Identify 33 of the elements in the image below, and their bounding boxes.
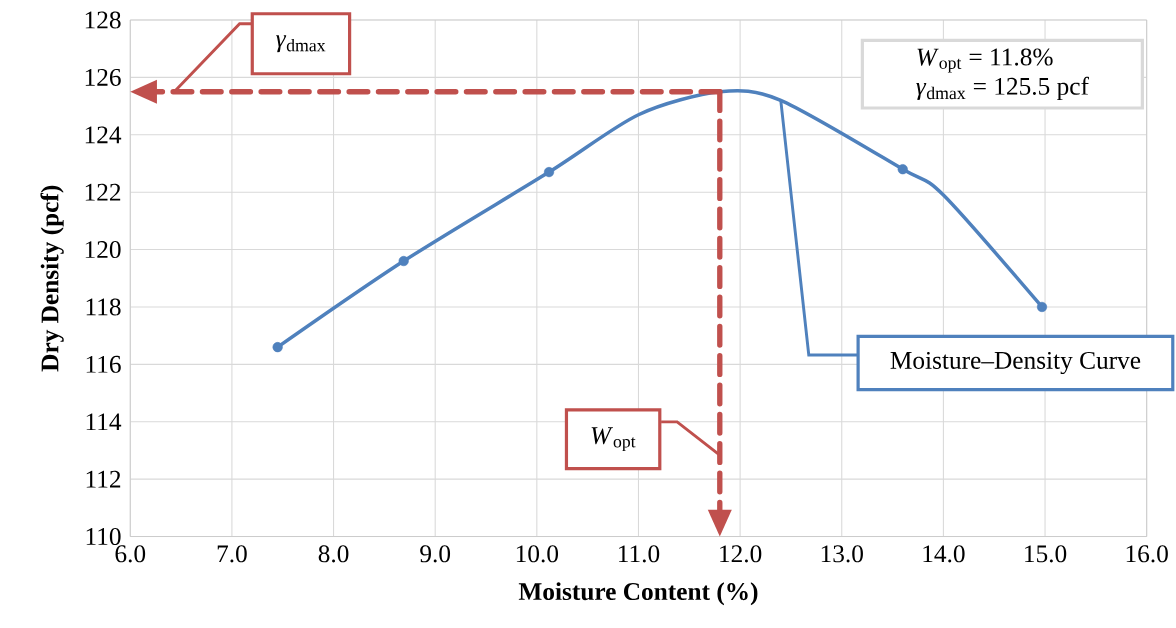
x-tick-label: 9.0 — [420, 545, 451, 563]
point — [272, 342, 283, 353]
x-tick-label: 10.0 — [516, 545, 559, 563]
y-tick-label: 118 — [86, 298, 121, 316]
x-tick-label: 14.0 — [923, 545, 965, 563]
y-tick-label: 122 — [85, 183, 121, 201]
y-tick-label: 120 — [85, 241, 121, 259]
y-tick-label: 116 — [86, 355, 121, 373]
point — [543, 167, 555, 178]
point — [1036, 301, 1048, 313]
x-tick-label: 13.0 — [821, 545, 863, 563]
y-tick-label: 126 — [85, 68, 121, 86]
x-tick-label: 11.0 — [619, 545, 660, 563]
text: Moisture–Density Curve — [890, 351, 1141, 375]
x-tick-label: 16.0 — [1126, 545, 1168, 563]
x-tick-label: 6.0 — [115, 545, 146, 563]
annotation: W$_{opt}$ = 11.8% — [917, 48, 1053, 73]
x-tick-label: 7.0 — [217, 545, 247, 563]
x-axis-title: Moisture Content (%) — [518, 582, 758, 606]
y-tick-label: 114 — [86, 413, 122, 431]
y-tick-label: 124 — [85, 126, 122, 144]
y-tick-label: 112 — [86, 470, 121, 488]
y-tick-label: 128 — [85, 11, 121, 29]
point — [897, 164, 908, 175]
ref-line-label: W$_{opt}$ — [591, 427, 636, 452]
x-tick-label: 12.0 — [720, 545, 762, 563]
point — [398, 255, 409, 267]
x-tick-label: 8.0 — [318, 545, 349, 563]
annotation: γ$_{dmax}$ = 125.5 pcf — [916, 76, 1089, 101]
y-tick-label: 110 — [86, 528, 121, 546]
ref-line-label: γ$_{dmax}$ — [276, 35, 326, 53]
y-axis-title: Dry Density (pcf) — [40, 185, 64, 372]
x-tick-label: 15.0 — [1025, 545, 1067, 563]
